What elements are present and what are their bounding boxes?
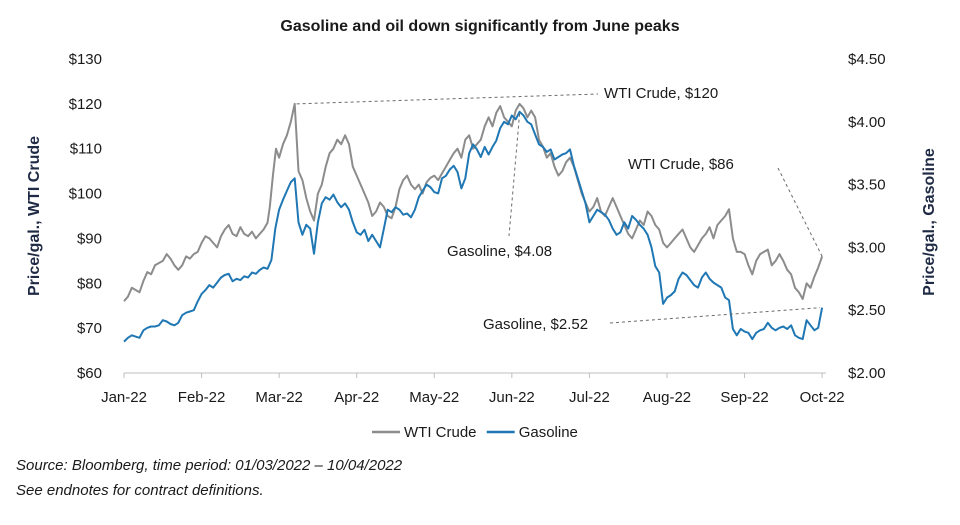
x-tick-label: Aug-22 (643, 389, 691, 406)
annotation-leader-wti-peak (296, 93, 599, 105)
x-tick-label: Jun-22 (489, 389, 535, 406)
x-tick-label: Apr-22 (334, 389, 379, 406)
y-right-tick-label: $4.50 (848, 51, 886, 68)
x-tick-label: Sep-22 (720, 389, 768, 406)
x-tick-label: Jan-22 (101, 389, 147, 406)
legend-label-wti-crude: WTI Crude (404, 424, 477, 441)
source-line-2: See endnotes for contract definitions. (16, 482, 264, 499)
legend-label-gasoline: Gasoline (519, 424, 578, 441)
source-line-1: Source: Bloomberg, time period: 01/03/20… (16, 457, 403, 474)
y-right-tick-label: $2.50 (848, 302, 886, 319)
x-tick-label: Oct-22 (800, 389, 845, 406)
x-tick-label: Jul-22 (569, 389, 610, 406)
y-left-tick-label: $130 (69, 51, 102, 68)
annotation-leader-gasoline-peak (508, 113, 521, 237)
y-left-tick-label: $100 (69, 186, 102, 203)
y-left-tick-label: $90 (77, 230, 102, 247)
y-left-axis-title: Price/gal., WTI Crude (26, 136, 43, 296)
annotation-leader-gasoline-latest (609, 307, 821, 324)
y-left-tick-label: $120 (69, 96, 102, 113)
y-right-tick-label: $2.00 (848, 365, 886, 382)
chart-title: Gasoline and oil down significantly from… (280, 18, 679, 35)
y-left-tick-label: $110 (70, 141, 102, 158)
annotation-gasoline-peak: Gasoline, $4.08 (447, 243, 552, 260)
x-tick-label: Feb-22 (178, 389, 226, 406)
y-left-tick-label: $80 (77, 275, 102, 292)
y-right-tick-label: $4.00 (848, 114, 886, 131)
x-tick-label: Mar-22 (255, 389, 303, 406)
y-left-tick-label: $60 (77, 365, 102, 382)
series-line-wti-crude (123, 102, 824, 302)
series-line-gasoline (123, 110, 824, 343)
y-left-tick-label: $70 (77, 320, 102, 337)
annotation-wti-peak: WTI Crude, $120 (604, 85, 718, 102)
annotation-leader-wti-latest (777, 167, 823, 257)
annotation-gasoline-latest: Gasoline, $2.52 (483, 316, 588, 333)
x-tick-label: May-22 (409, 389, 459, 406)
y-right-axis-title: Price/gal., Gasoline (921, 148, 938, 296)
y-right-tick-label: $3.50 (848, 177, 886, 194)
annotation-wti-latest: WTI Crude, $86 (628, 156, 734, 173)
y-right-tick-label: $3.00 (848, 239, 886, 256)
